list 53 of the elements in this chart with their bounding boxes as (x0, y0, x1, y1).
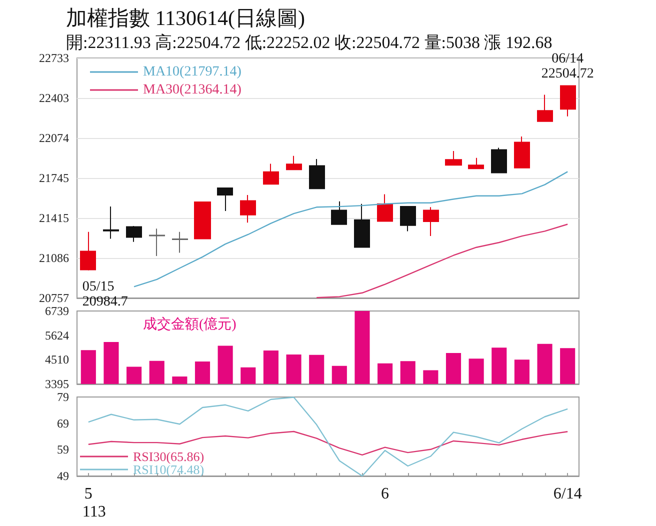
candlestick (331, 200, 347, 225)
candlestick (514, 136, 530, 168)
candlestick (468, 157, 484, 170)
candlestick (172, 231, 188, 254)
candlestick (80, 231, 96, 271)
candlestick (309, 158, 325, 190)
legend-label: RSI10(74.48) (133, 462, 204, 477)
candlestick (194, 201, 211, 240)
x-tick-label: 6/14 (553, 486, 582, 502)
y-tick-label: 49 (57, 469, 69, 483)
annotation: 05/15 20984.7 (82, 279, 128, 310)
candlestick (445, 150, 462, 166)
y-tick-label: 79 (57, 390, 69, 404)
chart-title: 加權指數 1130614(日線圖) (66, 5, 305, 32)
annotation: 06/14 22504.72 (541, 52, 594, 82)
candlestick (377, 194, 393, 222)
y-tick-label: 5624 (45, 328, 69, 342)
y-tick-label: 59 (57, 442, 69, 457)
y-tick-label: 22733 (39, 51, 69, 65)
candlestick (263, 163, 279, 185)
line-series (133, 171, 568, 288)
y-tick-label: 6739 (45, 304, 69, 318)
candlestick (126, 225, 142, 242)
text: 113 (82, 504, 106, 520)
legend-label: RSI30(65.86) (133, 449, 204, 464)
candlestick (103, 206, 119, 240)
y-tick-label: 22403 (39, 91, 69, 106)
y-tick-label: 21745 (39, 171, 69, 185)
candlestick (286, 155, 302, 170)
y-tick-label: 20757 (39, 291, 69, 305)
y-tick-label: 3395 (45, 377, 69, 391)
legend-label: MA10(21797.14) (143, 64, 242, 80)
candlestick (217, 187, 233, 212)
candlestick (560, 85, 576, 117)
x-tick-label: 6 (381, 486, 390, 502)
y-tick-label: 21086 (39, 251, 69, 266)
y-tick-label: 4510 (45, 352, 69, 367)
y-tick-label: 69 (57, 416, 69, 430)
candlestick (400, 206, 416, 232)
chart-subtitle: 開:22311.93 高:22504.72 低:22252.02 收:22504.72 量:5038 漲 192.68 (66, 32, 552, 53)
x-tick-label: 5 (84, 486, 92, 502)
line-series (316, 224, 568, 298)
candlestick (354, 203, 370, 248)
candlestick (423, 206, 439, 237)
candlestick (149, 228, 165, 256)
candlestick (240, 194, 256, 224)
candlestick (491, 147, 507, 174)
legend-label: MA30(21364.14) (143, 82, 242, 98)
y-tick-label: 21415 (39, 211, 69, 226)
line-series (88, 396, 568, 477)
y-tick-label: 22074 (39, 131, 69, 146)
series-label: 成交金額(億元) (143, 316, 237, 332)
candlestick (537, 94, 553, 122)
